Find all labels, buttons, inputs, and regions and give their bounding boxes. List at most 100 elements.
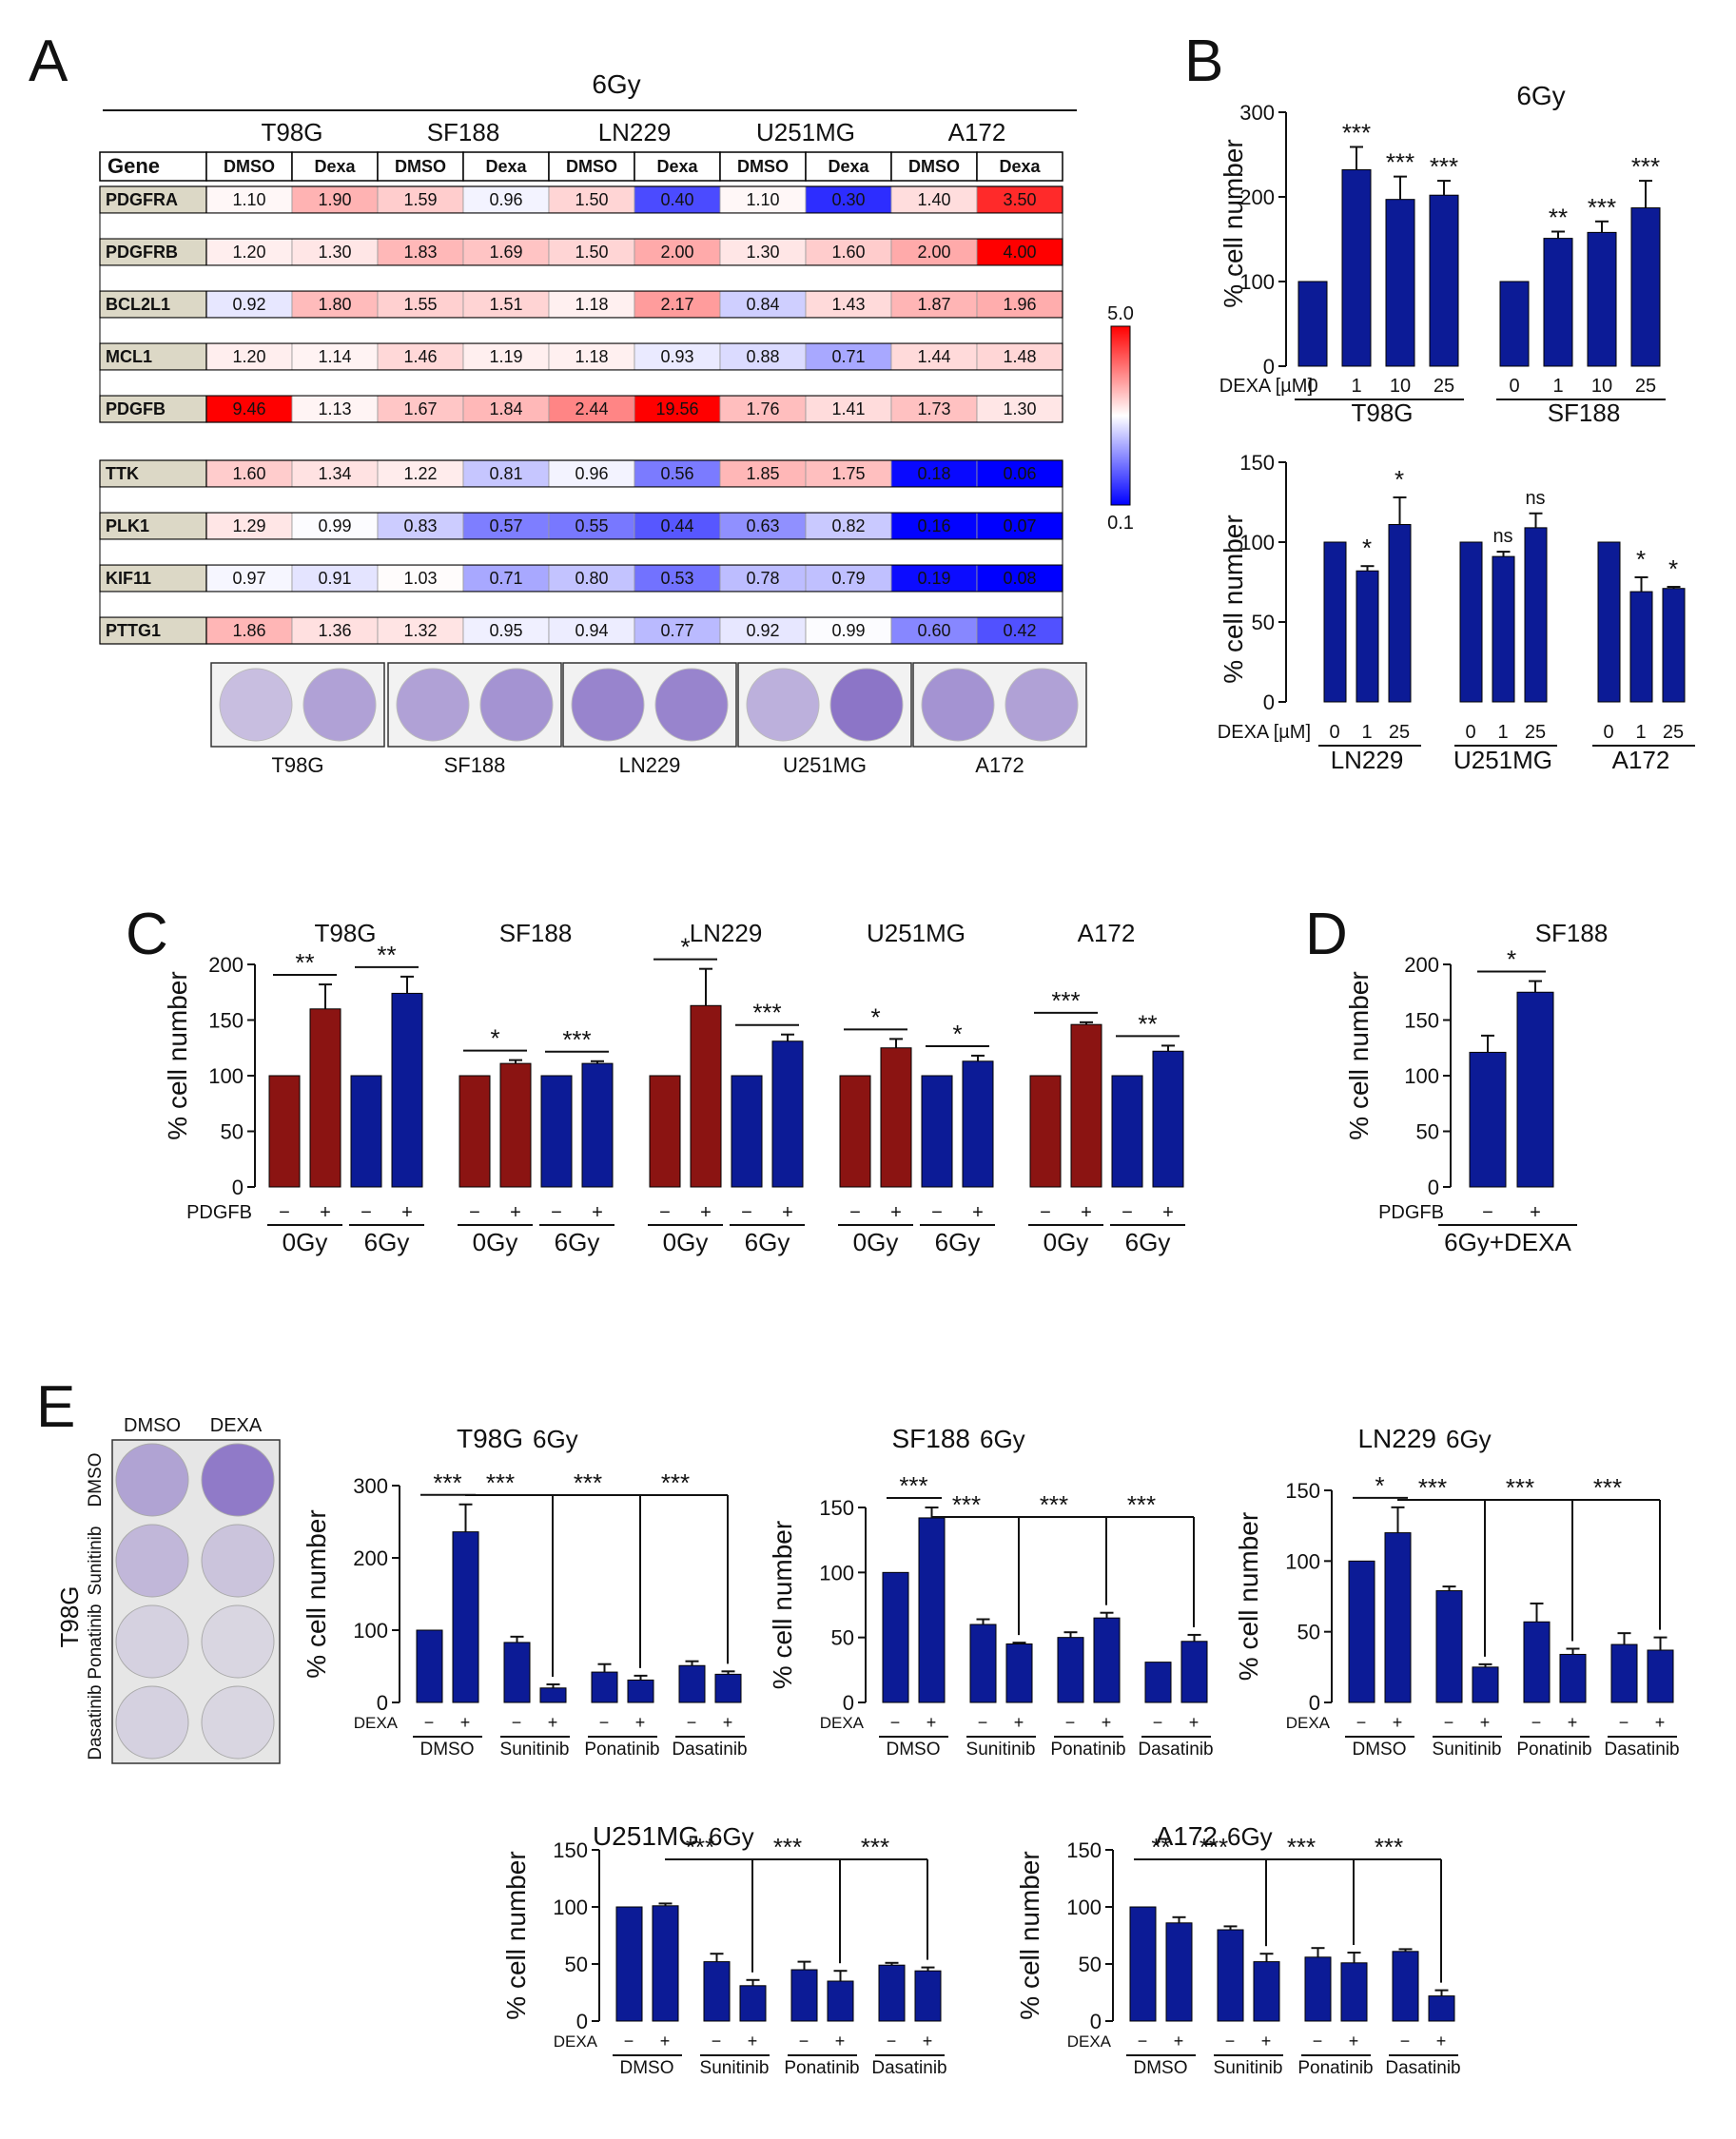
condition-header-label: DMSO bbox=[908, 157, 960, 176]
dose-group-label: 0Gy bbox=[473, 1228, 518, 1256]
heatmap-cell bbox=[377, 238, 464, 266]
panel-d-y-tick-label: 100 bbox=[1404, 1064, 1439, 1088]
inhibitor-label: Ponatinib bbox=[1297, 2058, 1373, 2078]
panel-b-bar bbox=[1459, 541, 1483, 703]
treatment-sign: − bbox=[849, 1202, 861, 1223]
panel-e-treat-label: DEXA bbox=[1067, 2032, 1112, 2051]
heatmap-cell bbox=[805, 512, 892, 540]
treatment-sign: − bbox=[887, 2032, 897, 2051]
colony-dish-image bbox=[219, 668, 293, 742]
panel-e-bar bbox=[1348, 1560, 1375, 1703]
panel-c-bar bbox=[771, 1040, 804, 1188]
condition-header-label: Dexa bbox=[314, 157, 356, 176]
heatmap-cell-line-header: U251MG bbox=[756, 118, 855, 146]
heatmap-spacer-row bbox=[99, 317, 1063, 344]
panel-b-bar bbox=[1543, 238, 1573, 367]
heatmap-cell bbox=[719, 342, 807, 371]
heatmap-value: 1.75 bbox=[831, 464, 865, 483]
panel-c-bar bbox=[1152, 1050, 1184, 1188]
heatmap-value: 1.30 bbox=[746, 243, 779, 262]
panel-b-group-label: LN229 bbox=[1331, 746, 1404, 774]
panel-letter-d: D bbox=[1305, 902, 1348, 967]
significance-marker: *** bbox=[1386, 148, 1414, 177]
heatmap-value: 0.80 bbox=[575, 569, 608, 588]
treatment-sign: + bbox=[1162, 1202, 1174, 1223]
treatment-sign: + bbox=[748, 2032, 758, 2051]
treatment-sign: + bbox=[1014, 1713, 1024, 1732]
inhibitor-label: Dasatinib bbox=[1138, 1740, 1213, 1760]
panel-e-bar bbox=[827, 1980, 854, 2022]
panel-e-bar bbox=[1523, 1621, 1551, 1703]
heatmap-value: 0.77 bbox=[660, 621, 693, 640]
heatmap-value: 0.88 bbox=[746, 347, 779, 366]
panel-e-bar bbox=[1610, 1643, 1638, 1703]
significance-marker: *** bbox=[861, 1833, 889, 1861]
heatmap-value: 1.20 bbox=[232, 347, 265, 366]
panel-d-y-tick-label: 0 bbox=[1428, 1176, 1439, 1199]
significance-marker: *** bbox=[486, 1468, 515, 1497]
heatmap-cell bbox=[634, 395, 721, 423]
panel-e-treat-label: DEXA bbox=[1286, 1714, 1331, 1732]
gene-name: PTTG1 bbox=[106, 621, 161, 640]
panel-e-bar bbox=[918, 1517, 946, 1703]
panel-b-bar bbox=[1629, 591, 1653, 703]
heatmap-cell bbox=[805, 238, 892, 266]
condition-header-cell bbox=[205, 151, 293, 182]
heatmap-value: 1.13 bbox=[318, 399, 351, 418]
panel-c-bar bbox=[690, 1004, 722, 1188]
panel-e-bar bbox=[416, 1629, 443, 1703]
treatment-sign: − bbox=[1065, 1713, 1076, 1732]
heatmap-value: 0.82 bbox=[831, 516, 865, 535]
panel-b-title: 6Gy bbox=[1516, 81, 1565, 110]
heatmap-cell bbox=[719, 616, 807, 645]
dose-tick-label: 1 bbox=[1635, 722, 1646, 743]
heatmap-cell-line-header: T98G bbox=[261, 118, 322, 146]
heatmap-cell bbox=[719, 185, 807, 214]
panel-e-bar bbox=[503, 1642, 531, 1703]
heatmap-cell bbox=[291, 459, 379, 488]
dish-row-label: Ponatinib bbox=[86, 1604, 106, 1679]
panel-e-bar bbox=[1005, 1643, 1033, 1703]
panel-e-chart-title: LN229 bbox=[1357, 1424, 1436, 1453]
heatmap-value: 2.44 bbox=[575, 399, 608, 418]
inhibitor-label: Sunitinib bbox=[700, 2058, 770, 2078]
panel-e-bar bbox=[678, 1664, 706, 1703]
significance-marker: * bbox=[490, 1024, 499, 1053]
treatment-sign: + bbox=[1174, 2032, 1184, 2051]
treatment-sign: − bbox=[469, 1202, 480, 1223]
heatmap-value: 0.78 bbox=[746, 569, 779, 588]
panel-e-chart-title: A172 bbox=[1156, 1821, 1218, 1851]
colony-dish-image bbox=[921, 668, 995, 742]
colony-dish-image bbox=[201, 1604, 275, 1679]
panel-c-cell-line-title: A172 bbox=[1078, 919, 1136, 947]
heatmap-cell bbox=[634, 459, 721, 488]
panel-e-y-tick-label: 150 bbox=[553, 1838, 588, 1862]
panel-e-bar bbox=[878, 1964, 906, 2022]
colony-dish-image bbox=[115, 1443, 189, 1517]
dose-tick-label: 10 bbox=[1591, 376, 1612, 397]
treatment-sign: + bbox=[1349, 2032, 1359, 2051]
dose-group-label: 6Gy bbox=[1125, 1228, 1171, 1256]
panel-c-bar bbox=[1111, 1075, 1143, 1188]
heatmap-value: 0.07 bbox=[1003, 516, 1036, 535]
heatmap-value: 1.48 bbox=[1003, 347, 1036, 366]
heatmap-value: 1.43 bbox=[831, 295, 865, 314]
significance-marker: *** bbox=[1418, 1473, 1447, 1502]
inhibitor-label: Dasatinib bbox=[672, 1740, 747, 1760]
heatmap-value: 1.96 bbox=[1003, 295, 1036, 314]
treatment-sign: + bbox=[1189, 1713, 1200, 1732]
heatmap-cell bbox=[719, 512, 807, 540]
colony-dish-image bbox=[654, 668, 729, 742]
panel-c-bar bbox=[962, 1060, 994, 1188]
colony-dish-label: A172 bbox=[975, 753, 1024, 777]
panel-e-y-tick-label: 150 bbox=[819, 1496, 854, 1520]
panel-e-chart-dose: 6Gy bbox=[1227, 1822, 1273, 1851]
heatmap-value: 0.40 bbox=[660, 190, 693, 209]
heatmap-value: 0.96 bbox=[575, 464, 608, 483]
colony-dish-image bbox=[829, 668, 904, 742]
panel-e-bar bbox=[1093, 1617, 1121, 1703]
panel-e-bar bbox=[703, 1961, 731, 2022]
panel-b-bar bbox=[1662, 588, 1686, 703]
panel-e-chart-dose: 6Gy bbox=[709, 1822, 754, 1851]
significance-marker: * bbox=[870, 1002, 880, 1031]
